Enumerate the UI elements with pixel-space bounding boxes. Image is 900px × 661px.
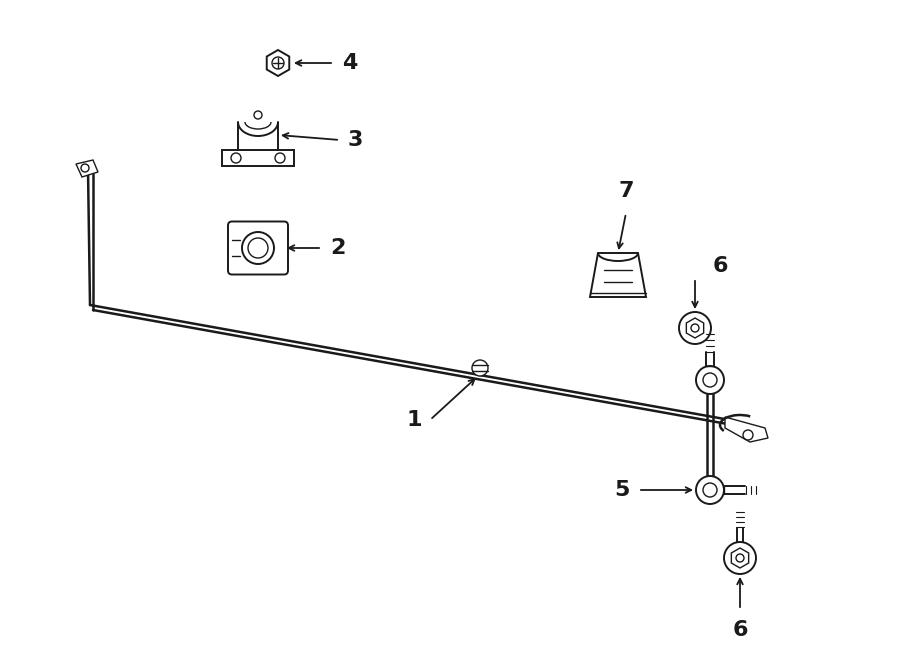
- Polygon shape: [222, 150, 294, 166]
- Text: 5: 5: [615, 480, 630, 500]
- Text: 6: 6: [733, 620, 748, 640]
- Text: 2: 2: [330, 238, 346, 258]
- Circle shape: [696, 476, 724, 504]
- Text: 4: 4: [342, 53, 357, 73]
- Polygon shape: [687, 318, 704, 338]
- Circle shape: [472, 360, 488, 376]
- Circle shape: [679, 312, 711, 344]
- Text: 7: 7: [618, 181, 634, 201]
- Polygon shape: [732, 548, 749, 568]
- FancyBboxPatch shape: [228, 221, 288, 274]
- Polygon shape: [266, 50, 289, 76]
- Text: 1: 1: [407, 410, 422, 430]
- Circle shape: [242, 232, 274, 264]
- Polygon shape: [76, 160, 98, 177]
- Circle shape: [724, 542, 756, 574]
- Polygon shape: [725, 417, 768, 442]
- Polygon shape: [590, 253, 646, 297]
- Text: 6: 6: [713, 256, 728, 276]
- Text: 3: 3: [348, 130, 364, 150]
- Circle shape: [696, 366, 724, 394]
